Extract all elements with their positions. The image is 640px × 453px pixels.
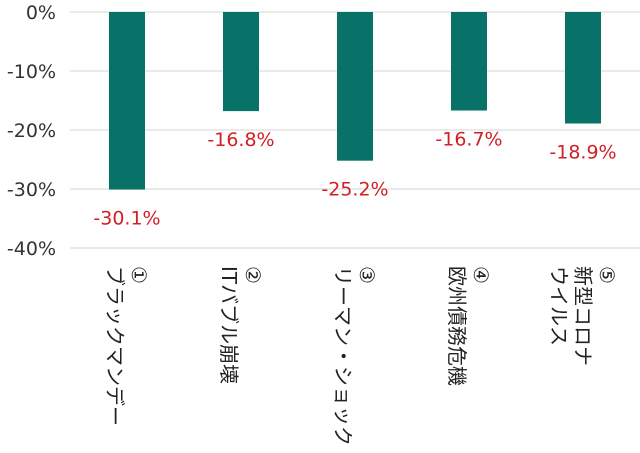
bars [109, 12, 601, 190]
y-tick-label: -20% [7, 120, 56, 142]
data-label: -16.7% [435, 129, 502, 151]
bar [223, 12, 259, 112]
category-label: ⑤ [595, 266, 619, 284]
category-label: リーマン・ショック [331, 266, 355, 446]
category-label: ④ [469, 266, 493, 284]
category-label: ① [127, 266, 151, 284]
y-axis-tick-labels: 0% -10% -20% -30% -40% [7, 2, 56, 260]
category-label: ITバブル崩壊 [217, 266, 241, 384]
data-labels: -30.1% -16.8% -25.2% -16.7% -18.9% [93, 129, 616, 230]
category-label: 欧州債務危機 [445, 266, 469, 386]
category-label: 新型コロナ [571, 266, 595, 366]
data-label: -16.8% [207, 129, 274, 151]
bar [337, 12, 373, 161]
data-label: -30.1% [93, 208, 160, 230]
category-label: ③ [355, 266, 379, 284]
category-label: ウイルス [547, 266, 571, 346]
y-tick-label: -40% [7, 238, 56, 260]
bar [565, 12, 601, 124]
y-tick-label: 0% [26, 2, 56, 24]
data-label: -25.2% [321, 179, 388, 201]
bar [109, 12, 145, 190]
y-tick-label: -30% [7, 179, 56, 201]
data-label: -18.9% [549, 142, 616, 164]
category-label: ブラックマンデー [103, 266, 127, 426]
y-tick-label: -10% [7, 61, 56, 83]
category-label: ② [241, 266, 265, 284]
bar [451, 12, 487, 111]
